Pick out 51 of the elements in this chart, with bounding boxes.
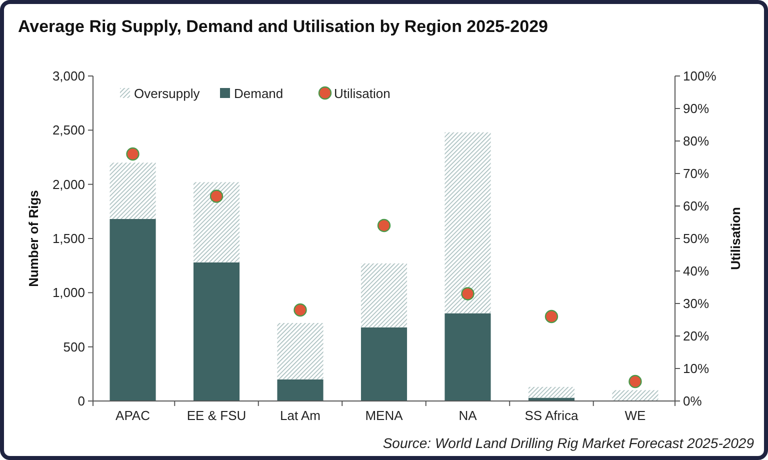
source-note: Source: World Land Drilling Rig Market Forecast 2025-2029 [382, 435, 754, 451]
y-tick-label: 500 [63, 339, 85, 354]
y2-tick-label: 90% [683, 101, 710, 116]
y-tick-label: 1,500 [52, 231, 85, 246]
point [126, 147, 140, 161]
x-tick-label: Lat Am [280, 408, 320, 423]
y-tick-label: 2,500 [52, 122, 85, 138]
legend-label: Oversupply [134, 86, 200, 101]
y2-tick-label: 70% [683, 166, 710, 181]
y2-tick-label: 20% [683, 328, 710, 344]
y2-tick-label: 0% [683, 394, 702, 408]
point [294, 303, 307, 317]
bar [110, 162, 156, 219]
x-tick-label: MENA [365, 408, 404, 423]
y2-tick-label: 40% [683, 264, 710, 278]
y2-axis-title: Utilisation [728, 207, 743, 270]
x-tick-label: WE [624, 408, 646, 423]
y2-tick-label: 60% [683, 198, 710, 214]
y-axis-title: Number of Rigs [26, 190, 41, 287]
point [461, 287, 474, 300]
y-tick-label: 0 [78, 394, 85, 408]
x-tick-label: APAC [116, 408, 150, 423]
point [210, 190, 224, 203]
x-tick-label: NA [458, 408, 478, 423]
x-tick-label: EE & FSU [186, 408, 246, 423]
bar [528, 386, 575, 398]
y-tick-label: 1,000 [52, 285, 85, 300]
point [628, 374, 642, 388]
bar [193, 262, 240, 401]
point [377, 218, 391, 232]
bar [277, 379, 324, 401]
point [544, 310, 558, 324]
y-tick-label: 3,000 [52, 68, 85, 84]
bar [444, 132, 491, 314]
bar [360, 263, 408, 328]
y-tick-label: 2,000 [52, 176, 85, 192]
x-tick-label: SS Africa [524, 408, 579, 423]
chart-title: Average Rig Supply, Demand and Utilisation by Region 2025-2029 [18, 17, 548, 36]
legend-label: Demand [234, 86, 284, 101]
bar [277, 323, 324, 380]
bar [444, 313, 491, 401]
y2-tick-label: 50% [683, 231, 710, 246]
y2-tick-label: 30% [683, 296, 710, 311]
bar [612, 390, 658, 401]
y2-tick-label: 80% [683, 134, 710, 148]
bar [193, 182, 240, 262]
y2-tick-label: 10% [683, 361, 710, 376]
bar [110, 219, 156, 401]
bar [360, 327, 408, 401]
legend-label: Utilisation [334, 86, 390, 101]
y2-tick-label: 100% [683, 68, 717, 84]
